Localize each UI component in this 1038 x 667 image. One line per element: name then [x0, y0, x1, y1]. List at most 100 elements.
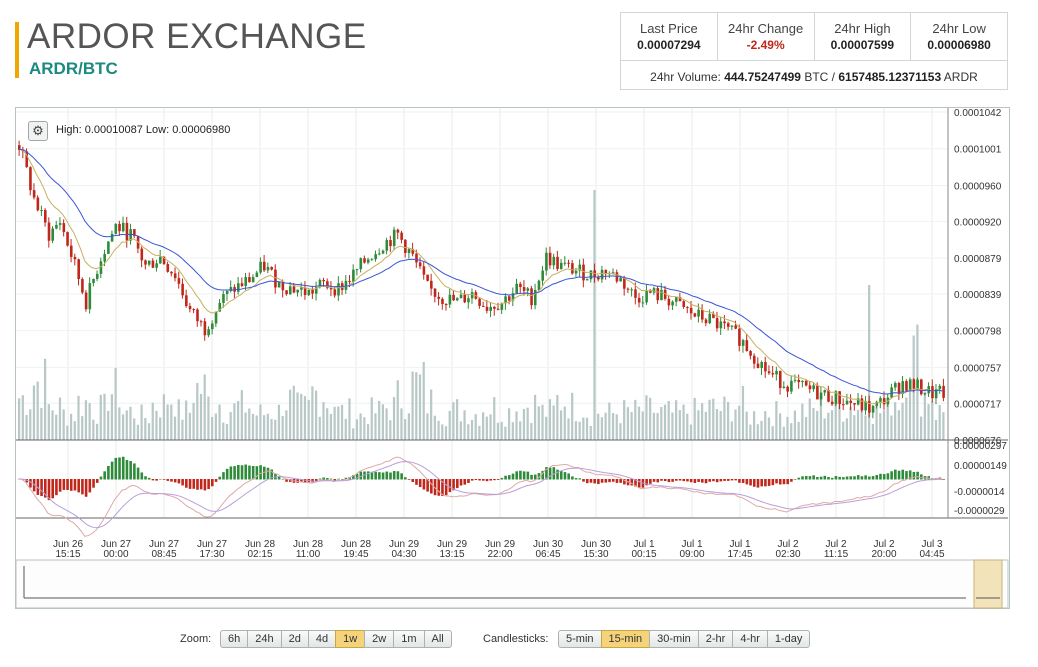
volume-bar [69, 413, 73, 440]
candle-body [816, 385, 819, 400]
candle-body [404, 239, 407, 253]
candle-body [600, 269, 604, 280]
volume-bar [482, 412, 485, 440]
volume-bar [649, 397, 652, 440]
time-tick-time: 15:30 [583, 549, 608, 560]
volume-bar [931, 400, 934, 440]
volume-bar [463, 410, 466, 440]
price-tick-label: 0.0000676 [954, 436, 1002, 447]
zoom-button-24h[interactable]: 24h [247, 630, 282, 648]
candle-button-5min[interactable]: 5-min [558, 630, 602, 648]
high-low-readout: High: 0.00010087 Low: 0.00006980 [56, 124, 230, 136]
macd-histogram-bar [920, 474, 923, 480]
candle-body [660, 289, 663, 301]
volume-bar [923, 391, 926, 440]
candle-body [32, 190, 36, 198]
macd-histogram-bar [77, 479, 80, 493]
volume-bar [730, 421, 733, 440]
gear-icon[interactable]: ⚙ [28, 121, 48, 141]
candle-body [452, 294, 455, 301]
macd-histogram-bar [667, 479, 671, 483]
candle-body [838, 391, 841, 405]
time-tick-date: Jun 27 [149, 539, 179, 550]
macd-histogram-bar [248, 465, 251, 480]
zoom-button-1w[interactable]: 1w [335, 630, 366, 648]
zoom-button-2w[interactable]: 2w [364, 630, 395, 648]
candle-body [36, 197, 40, 211]
zoom-button-1m[interactable]: 1m [393, 630, 425, 648]
macd-histogram-bar [775, 479, 778, 484]
macd-histogram-bar [281, 478, 285, 480]
candle-button-4hr[interactable]: 4-hr [732, 630, 768, 648]
volume-bar [136, 424, 140, 440]
macd-histogram-bar [756, 479, 760, 488]
candle-body [842, 404, 845, 406]
candle-button-1day[interactable]: 1-day [766, 630, 811, 648]
volume-bar [329, 413, 333, 440]
candle-body [719, 321, 723, 329]
volume-bar [656, 412, 659, 440]
macd-histogram-bar [897, 470, 901, 480]
zoom-button-4d[interactable]: 4d [307, 630, 337, 648]
candle-body [745, 340, 749, 352]
macd-histogram-bar [411, 479, 415, 482]
candle-body [103, 253, 106, 262]
volume-label: 24hr Volume: [650, 70, 721, 84]
macd-histogram-bar [29, 479, 32, 488]
candle-body [95, 273, 99, 279]
candle-body [370, 259, 374, 261]
volume-bar [589, 425, 592, 440]
macd-histogram-bar [288, 479, 292, 482]
candle-body [66, 232, 69, 246]
macd-histogram-bar [708, 479, 712, 482]
candle-body [908, 379, 912, 391]
macd-histogram-bar [314, 479, 318, 482]
macd-histogram-bar [203, 479, 207, 491]
candle-body [571, 263, 574, 274]
volume-bar [905, 397, 908, 440]
volume-bar [467, 424, 470, 440]
candle-body [797, 379, 801, 383]
candle-body [207, 329, 210, 336]
candle-body [433, 288, 437, 297]
chart-frame[interactable] [15, 107, 1010, 609]
zoom-button-all[interactable]: All [423, 630, 452, 648]
macd-histogram-bar [816, 477, 819, 480]
time-tick-date: Jul 2 [825, 539, 847, 550]
volume-bar [686, 413, 689, 440]
low-cell: 24hr Low 0.00006980 [911, 13, 1007, 60]
volume-bar [84, 400, 88, 440]
candle-body [192, 309, 196, 311]
volume-bar [704, 411, 707, 440]
volume-bar [526, 407, 529, 440]
volume-bar [110, 394, 114, 440]
volume-bar [199, 393, 203, 440]
candle-body [556, 256, 559, 270]
zoom-button-2d[interactable]: 2d [280, 630, 309, 648]
candle-button-30min[interactable]: 30-min [649, 630, 699, 648]
candle-body [188, 306, 192, 310]
candle-body [689, 307, 693, 314]
macd-histogram-bar [541, 470, 544, 480]
ema-fast-line [17, 149, 943, 405]
candle-button-15min[interactable]: 15-min [600, 630, 651, 648]
macd-histogram-bar [853, 476, 856, 480]
macd-histogram-bar [452, 479, 455, 491]
market-stats-panel: Last Price 0.00007294 24hr Change -2.49%… [620, 12, 1008, 90]
zoom-button-6h[interactable]: 6h [220, 630, 249, 648]
volume-bar [856, 409, 860, 440]
volume-bar [62, 409, 65, 440]
volume-bar [507, 408, 511, 440]
macd-histogram-bar [819, 476, 823, 480]
time-tick-time: 02:15 [247, 549, 272, 560]
volume-bar [771, 426, 774, 440]
candle-body [905, 381, 908, 391]
volume-bar [660, 407, 663, 440]
volume-bar [634, 399, 637, 440]
macd-histogram-bar [741, 479, 745, 483]
candle-body [671, 301, 674, 306]
volume-bar [129, 406, 132, 440]
candle-button-2hr[interactable]: 2-hr [697, 630, 734, 648]
macd-histogram-bar [693, 479, 697, 483]
